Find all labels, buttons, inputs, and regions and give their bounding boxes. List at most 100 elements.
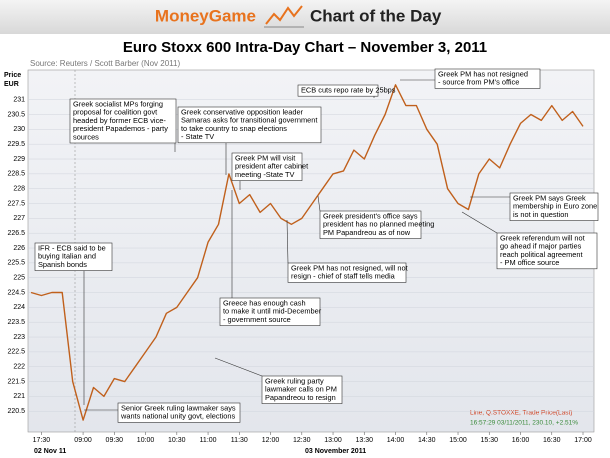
- date-label: 02 Nov 11: [34, 448, 66, 455]
- annotation-text: Senior Greek ruling lawmaker says: [121, 403, 236, 412]
- annotation-text: go ahead if major parties: [500, 242, 582, 251]
- y-tick-label: 222.5: [7, 349, 25, 356]
- y-tick-label: 225: [13, 275, 25, 282]
- annotation-box: [319, 210, 422, 239]
- annotation-text: - PM office source: [500, 258, 559, 267]
- x-tick-label: 17:30: [33, 437, 51, 444]
- y-tick-label: 220.5: [7, 408, 25, 415]
- tagline: Chart of the Day: [310, 6, 442, 25]
- x-tick-label: 12:30: [293, 437, 311, 444]
- annotation-text: wants national unity govt, elections: [120, 412, 236, 421]
- annotation-text: proposal for coalition govt: [73, 108, 157, 117]
- x-tick-label: 17:00: [574, 437, 592, 444]
- annotation-text: lawmaker calls on PM: [265, 385, 337, 394]
- annotation-box: [297, 84, 379, 97]
- x-tick-label: 16:30: [543, 437, 561, 444]
- annotation-text: is not in question: [513, 210, 568, 219]
- annotation-box: [509, 192, 599, 221]
- annotation-text: Greece has enough cash: [223, 298, 306, 307]
- annotation-text: meeting -State TV: [235, 170, 294, 179]
- y-tick-label: 224.5: [7, 289, 25, 296]
- annotation-box: [231, 152, 303, 181]
- annotation-text: reach political agreement: [500, 250, 583, 259]
- price-line: [30, 84, 584, 421]
- x-tick-label: 10:00: [137, 437, 155, 444]
- annotation-box: [287, 262, 407, 283]
- legend-line: 16:57:29 03/11/2011, 230.10, +2.51%: [470, 420, 578, 427]
- chart-title: Euro Stoxx 600 Intra-Day Chart – Novembe…: [123, 39, 487, 56]
- y-tick-label: 229.5: [7, 141, 25, 148]
- annotation-text: Greek conservative opposition leader: [181, 107, 304, 116]
- y-tick-label: 228: [13, 186, 25, 193]
- annotation-text: to take country to snap elections: [181, 124, 287, 133]
- x-tick-label: 09:30: [106, 437, 124, 444]
- date-label: 03 November 2011: [305, 448, 366, 455]
- y-tick-label: 231: [13, 97, 25, 104]
- annotation-box: [261, 375, 343, 404]
- x-tick-label: 16:00: [512, 437, 530, 444]
- y-tick-label: 223.5: [7, 319, 25, 326]
- source: Source: Reuters / Scott Barber (Nov 2011…: [30, 59, 180, 68]
- leader-line: [461, 211, 498, 234]
- y-tick-label: 227.5: [7, 200, 25, 207]
- annotation-text: president Papademos - party: [73, 124, 168, 133]
- logo-icon: [265, 5, 303, 25]
- annotation-box: [34, 242, 113, 271]
- x-tick-label: 15:00: [449, 437, 467, 444]
- x-tick-label: 13:00: [324, 437, 342, 444]
- x-tick-label: 11:30: [231, 437, 248, 444]
- leader-line: [214, 357, 263, 377]
- x-tick-label: 12:00: [262, 437, 280, 444]
- y-tick-label: 230: [13, 126, 25, 133]
- annotation-text: ECB cuts repo rate by 25bps: [301, 85, 396, 94]
- y-tick-label: 224: [13, 304, 25, 311]
- y-tick-label: 222: [13, 364, 25, 371]
- annotation-box: [434, 68, 541, 89]
- annotation-text: Greek PM will visit: [235, 153, 295, 162]
- annotation-text: sources: [73, 132, 99, 141]
- x-tick-label: 14:30: [418, 437, 436, 444]
- y-tick-label: 230.5: [7, 111, 25, 118]
- annotation-text: Greek PM says Greek: [513, 193, 586, 202]
- annotation-text: - government source: [223, 315, 291, 324]
- annotation-text: Spanish bonds: [38, 260, 87, 269]
- y-axis-label: EUR: [4, 81, 19, 88]
- x-tick-label: 10:30: [168, 437, 186, 444]
- annotation-text: president has no planned meeting: [323, 220, 434, 229]
- annotation-text: resign - chief of staff tells media: [291, 272, 396, 281]
- annotation-text: to make it until mid-December: [223, 307, 322, 316]
- y-tick-label: 228.5: [7, 171, 25, 178]
- annotation-text: Samaras asks for transitional government: [181, 116, 317, 125]
- y-tick-label: 221: [13, 393, 25, 400]
- leader-line: [286, 219, 289, 264]
- y-tick-label: 221.5: [7, 378, 25, 385]
- annotation-text: Greek PM has not resigned, will not: [291, 263, 408, 272]
- annotation-text: Greek PM has not resigned: [438, 69, 528, 78]
- annotation-text: Greek referendum will not: [500, 233, 585, 242]
- annotation-box: [177, 106, 322, 144]
- x-tick-label: 09:00: [74, 437, 92, 444]
- annotation-text: membership in Euro zone: [513, 202, 597, 211]
- x-tick-label: 14:00: [387, 437, 405, 444]
- y-tick-label: 226: [13, 245, 25, 252]
- y-tick-label: 229: [13, 156, 25, 163]
- annotation-text: Papandreou to resign: [265, 393, 336, 402]
- x-tick-label: 15:30: [480, 437, 498, 444]
- leader-line: [317, 195, 321, 212]
- annotation-text: PM Papandreou as of now: [323, 228, 411, 237]
- brand: MoneyGame: [155, 6, 256, 25]
- y-tick-label: 225.5: [7, 260, 25, 267]
- x-tick-label: 13:30: [356, 437, 374, 444]
- annotation-text: buying Italian and: [38, 252, 96, 261]
- annotation-text: Greek socialist MPs forging: [73, 99, 163, 108]
- annotation-box: [117, 402, 241, 423]
- y-tick-label: 223: [13, 334, 25, 341]
- annotation-text: IFR - ECB said to be: [38, 243, 106, 252]
- annotation-text: - State TV: [181, 132, 214, 141]
- y-axis-label: Price: [4, 72, 21, 79]
- annotation-text: headed by former ECB vice-: [73, 116, 166, 125]
- legend-line: Line, Q.STOXXE, Trade Price(Last): [470, 410, 572, 417]
- annotation-text: president after cabinet: [235, 162, 308, 171]
